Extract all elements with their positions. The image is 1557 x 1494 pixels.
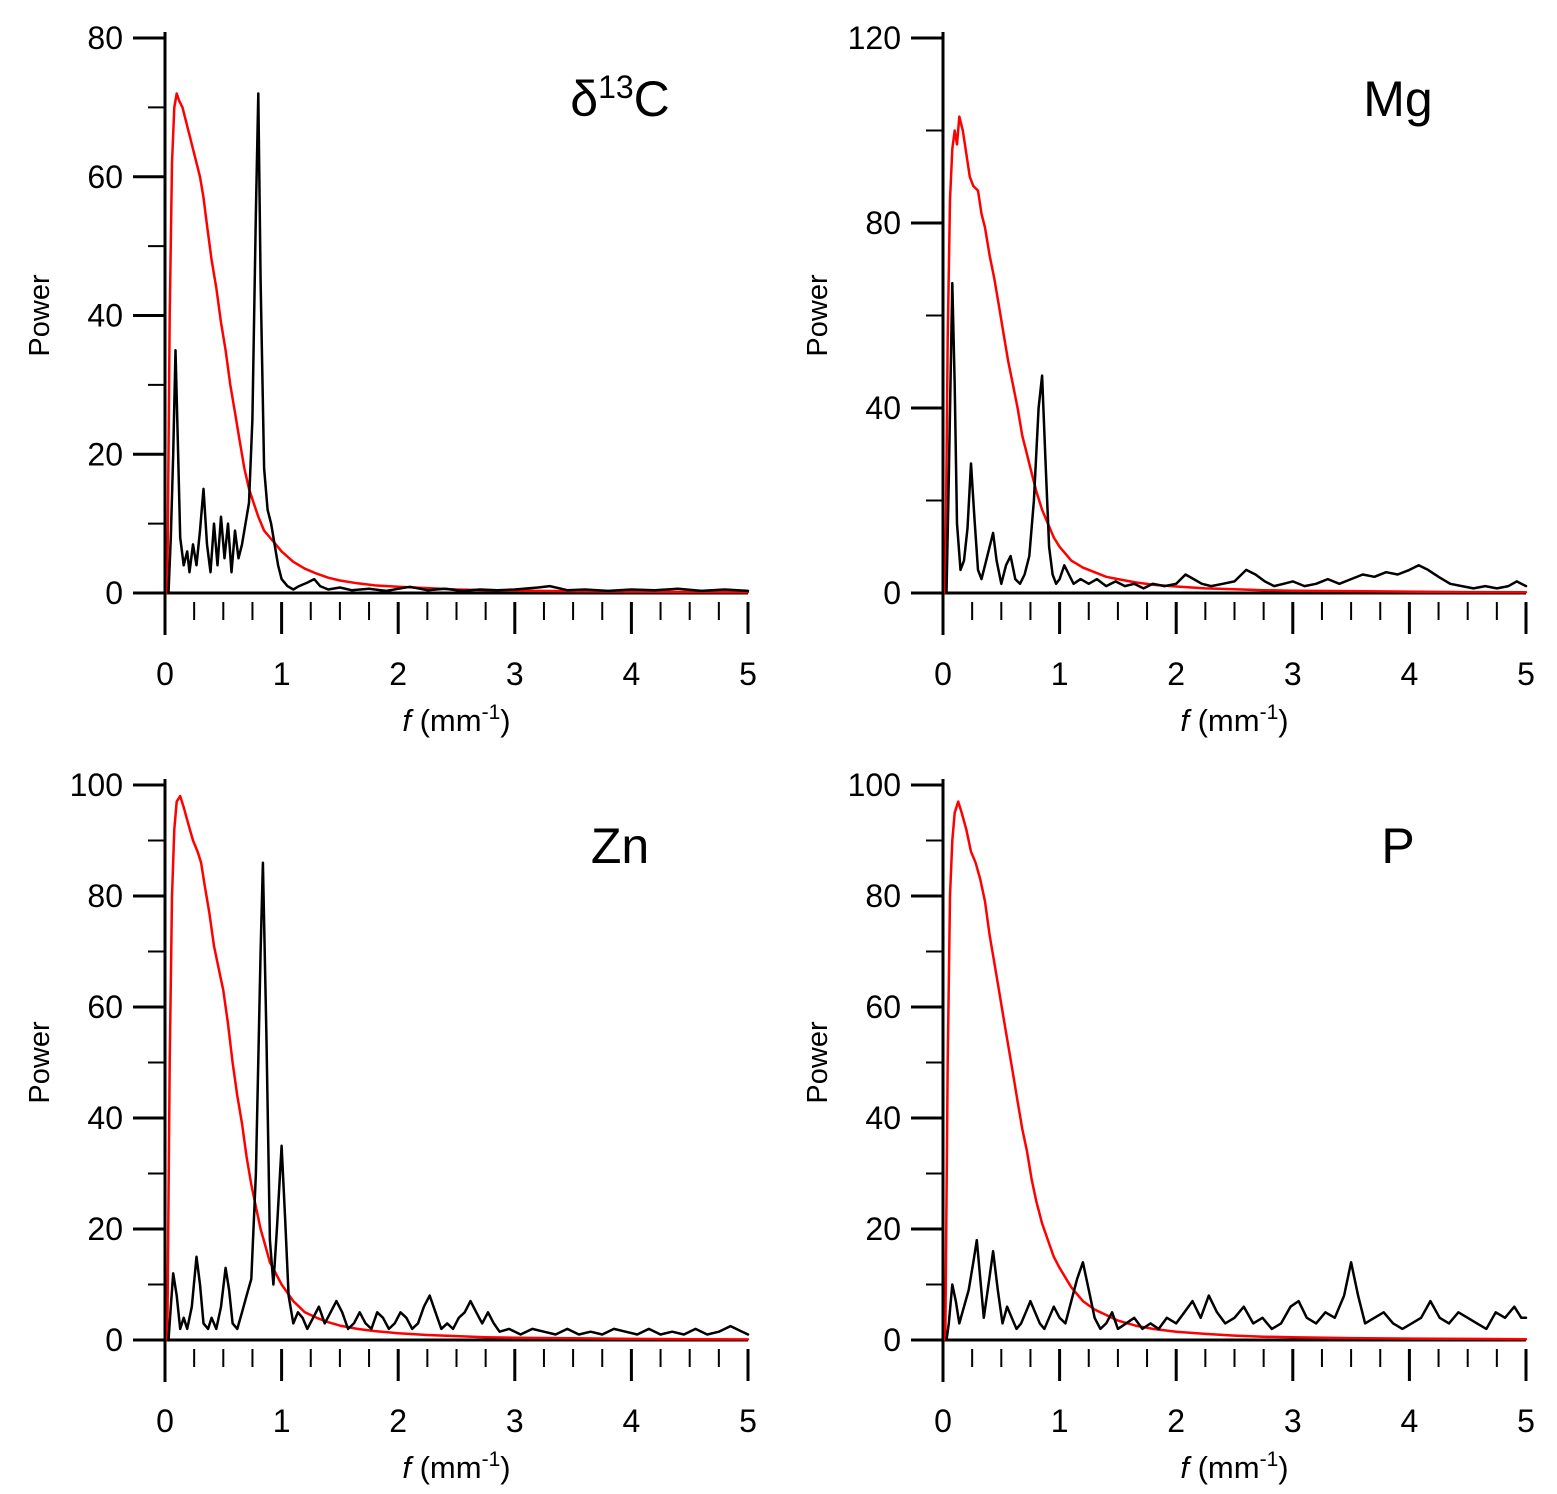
y-tick-label: 0 (883, 1322, 901, 1358)
x-axis-title: f (mm-1) (402, 701, 510, 738)
p-plot: 0 1 2 3 4 5 0 20 40 60 80 100 Power f (mm-1) P (802, 767, 1535, 1485)
x-tick-label: 0 (934, 656, 952, 692)
y-tick-label: 80 (87, 20, 123, 56)
y-tick-label: 0 (883, 575, 901, 611)
y-tick-label: 20 (87, 1211, 123, 1247)
red-noise-model-line (944, 800, 1528, 1342)
y-tick-label: 40 (87, 1100, 123, 1136)
x-tick-label: 3 (506, 656, 524, 692)
y-tick-label: 60 (865, 989, 901, 1025)
y-tick-label: 60 (87, 159, 123, 195)
red-noise-model-line (166, 794, 750, 1342)
power-spectrum-line (167, 92, 750, 595)
y-tick-label: 40 (87, 298, 123, 334)
x-tick-label: 2 (1167, 656, 1185, 692)
y-axis-title: Power (802, 1021, 834, 1104)
chart-title: Mg (1363, 71, 1432, 127)
x-tick-label: 5 (739, 656, 757, 692)
x-tick-label: 4 (1401, 656, 1419, 692)
y-axis-title: Power (24, 274, 56, 357)
y-tick-label: 80 (87, 878, 123, 914)
x-tick-label: 2 (389, 1403, 407, 1439)
chart-title: Zn (591, 818, 649, 874)
chart-zn: 0 1 2 3 4 5 0 20 40 60 80 100 Power f (mm-1) Zn (0, 747, 778, 1494)
x-tick-label: 0 (934, 1403, 952, 1439)
chart-mg: 0 1 2 3 4 5 0 40 80 120 Power f (mm-1) Mg (778, 0, 1557, 747)
red-noise-model-line (944, 115, 1528, 595)
x-tick-label: 4 (623, 1403, 641, 1439)
y-tick-label: 100 (70, 767, 123, 803)
x-tick-label: 2 (1167, 1403, 1185, 1439)
x-tick-label: 1 (273, 1403, 291, 1439)
y-tick-label: 60 (87, 989, 123, 1025)
y-tick-label: 40 (865, 390, 901, 426)
y-tick-label: 80 (865, 878, 901, 914)
x-tick-label: 0 (156, 656, 174, 692)
x-tick-label: 1 (1051, 1403, 1069, 1439)
x-axis-title: f (mm-1) (1180, 701, 1288, 738)
x-tick-label: 0 (156, 1403, 174, 1439)
power-spectrum-line (167, 861, 750, 1342)
d13c-plot: 0 1 2 3 4 5 0 20 40 60 80 Power f (mm-1) δ13C (24, 20, 757, 738)
y-tick-label: 80 (865, 205, 901, 241)
power-spectrum-line (945, 281, 1528, 595)
x-axis-title: f (mm-1) (1180, 1448, 1288, 1485)
chart-d13c: 0 1 2 3 4 5 0 20 40 60 80 Power f (mm-1) δ13C (0, 0, 778, 747)
zn-plot: 0 1 2 3 4 5 0 20 40 60 80 100 Power f (mm-1) Zn (24, 767, 757, 1485)
x-tick-label: 3 (1284, 1403, 1302, 1439)
x-tick-label: 3 (506, 1403, 524, 1439)
y-tick-label: 0 (105, 575, 123, 611)
y-tick-label: 40 (865, 1100, 901, 1136)
y-axis-title: Power (802, 274, 834, 357)
x-tick-label: 3 (1284, 656, 1302, 692)
y-tick-label: 0 (105, 1322, 123, 1358)
chart-title: δ13C (570, 69, 670, 127)
x-axis-title: f (mm-1) (402, 1448, 510, 1485)
x-tick-label: 5 (739, 1403, 757, 1439)
x-tick-label: 5 (1517, 656, 1535, 692)
x-tick-label: 1 (273, 656, 291, 692)
x-tick-label: 1 (1051, 656, 1069, 692)
x-tick-label: 4 (1401, 1403, 1419, 1439)
y-tick-label: 120 (848, 20, 901, 56)
power-spectrum-line (945, 1238, 1528, 1342)
y-axis-title: Power (24, 1021, 56, 1104)
mg-plot: 0 1 2 3 4 5 0 40 80 120 Power f (mm-1) Mg (802, 20, 1535, 738)
x-tick-label: 2 (389, 656, 407, 692)
y-tick-label: 100 (848, 767, 901, 803)
chart-p: 0 1 2 3 4 5 0 20 40 60 80 100 Power f (mm-1) P (778, 747, 1557, 1494)
chart-title: P (1381, 818, 1414, 874)
y-tick-label: 20 (87, 436, 123, 472)
x-tick-label: 4 (623, 656, 641, 692)
x-tick-label: 5 (1517, 1403, 1535, 1439)
y-tick-label: 20 (865, 1211, 901, 1247)
